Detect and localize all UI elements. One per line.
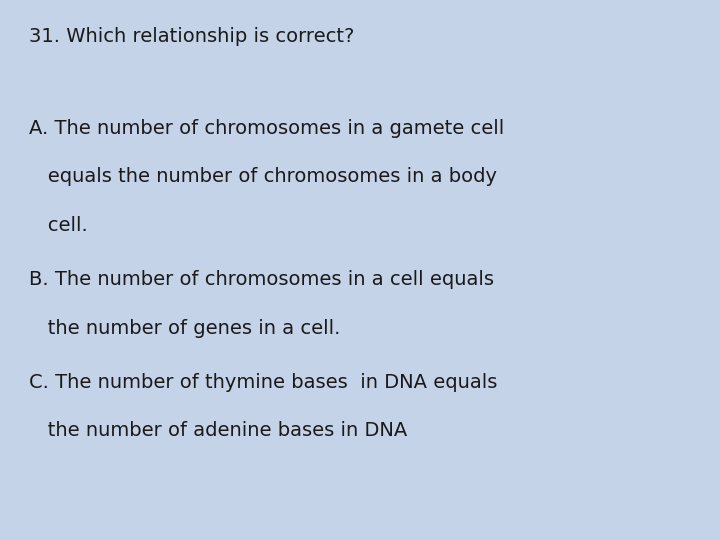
- Text: 31. Which relationship is correct?: 31. Which relationship is correct?: [29, 27, 354, 46]
- Text: A. The number of chromosomes in a gamete cell: A. The number of chromosomes in a gamete…: [29, 119, 504, 138]
- Text: B. The number of chromosomes in a cell equals: B. The number of chromosomes in a cell e…: [29, 270, 494, 289]
- Text: equals the number of chromosomes in a body: equals the number of chromosomes in a bo…: [29, 167, 497, 186]
- Text: cell.: cell.: [29, 216, 88, 235]
- Text: the number of adenine bases in DNA: the number of adenine bases in DNA: [29, 421, 407, 440]
- Text: C. The number of thymine bases  in DNA equals: C. The number of thymine bases in DNA eq…: [29, 373, 498, 392]
- Text: the number of genes in a cell.: the number of genes in a cell.: [29, 319, 340, 338]
